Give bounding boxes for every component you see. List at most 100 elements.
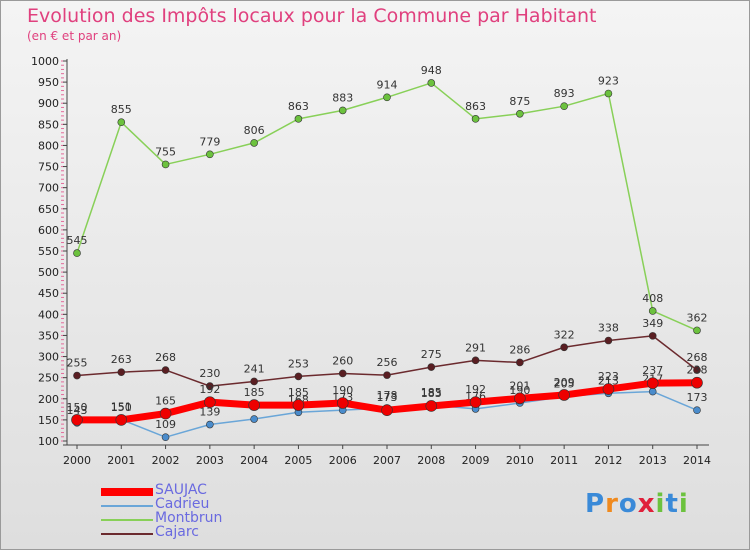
data-label-montbrun: 408 (642, 292, 663, 305)
data-label-saujac: 237 (642, 364, 663, 377)
logo-letter: i (655, 489, 666, 519)
x-tick-label: 2011 (550, 454, 578, 467)
y-tick-label: 250 (38, 372, 59, 385)
data-point-saujac (292, 399, 305, 411)
data-label-saujac: 238 (687, 364, 708, 377)
data-point-cajarc (693, 366, 701, 374)
data-point-montbrun (338, 106, 347, 115)
data-label-saujac: 173 (377, 391, 398, 404)
legend-item-cadrieu: Cadrieu (101, 496, 401, 513)
x-tick-label: 2006 (329, 454, 357, 467)
proxiti-logo: Proxiti (585, 489, 689, 519)
data-point-saujac (646, 377, 659, 389)
data-label-saujac: 192 (465, 383, 486, 396)
x-tick-label: 2012 (594, 454, 622, 467)
data-point-cadrieu (161, 433, 170, 442)
data-label-cajarc: 338 (598, 322, 619, 335)
x-tick-label: 2007 (373, 454, 401, 467)
data-label-saujac: 223 (598, 370, 619, 383)
data-label-cadrieu: 178 (377, 389, 398, 402)
logo-letter: r (605, 489, 619, 519)
data-label-cajarc: 241 (244, 362, 265, 375)
data-label-cajarc: 286 (509, 343, 530, 356)
data-label-cajarc: 275 (421, 348, 442, 361)
data-label-cajarc: 291 (465, 341, 486, 354)
data-point-montbrun (427, 79, 436, 87)
data-label-saujac: 185 (244, 386, 265, 399)
data-point-cajarc (560, 343, 568, 352)
data-label-cadrieu: 151 (111, 400, 132, 413)
data-point-cadrieu (250, 415, 258, 423)
y-tick-label: 550 (38, 245, 59, 258)
y-tick-label: 800 (38, 139, 59, 152)
data-label-cadrieu: 185 (421, 386, 442, 399)
legend-label: Cadrieu (155, 496, 210, 512)
data-label-saujac: 150 (111, 401, 132, 414)
chart-title: Evolution des Impôts locaux pour la Comm… (27, 5, 597, 27)
data-point-montbrun (206, 150, 214, 159)
y-tick-label: 100 (38, 435, 59, 448)
data-label-cadrieu: 139 (199, 406, 220, 419)
x-tick-label: 2014 (683, 454, 711, 467)
data-point-saujac (159, 407, 172, 420)
data-point-montbrun (648, 307, 657, 315)
data-label-cajarc: 268 (155, 351, 176, 364)
data-point-saujac (115, 414, 128, 426)
data-point-montbrun (471, 115, 480, 123)
data-point-saujac (336, 397, 349, 409)
y-tick-label: 450 (38, 287, 59, 300)
data-label-cajarc: 256 (377, 356, 398, 369)
data-label-cajarc: 322 (554, 328, 575, 341)
data-label-cadrieu: 213 (598, 374, 619, 387)
y-tick-label: 350 (38, 329, 59, 342)
data-label-cajarc: 260 (332, 354, 353, 367)
data-point-saujac (204, 396, 216, 408)
data-label-montbrun: 875 (509, 95, 530, 108)
legend-swatch (101, 519, 153, 521)
data-label-cajarc: 253 (288, 357, 309, 370)
legend-swatch (101, 533, 153, 535)
data-point-cajarc (648, 332, 657, 340)
chart-subtitle: (en € et par an) (27, 29, 122, 43)
x-tick-label: 2003 (196, 454, 224, 467)
data-label-montbrun: 863 (465, 100, 486, 113)
legend-label: Montbrun (155, 510, 223, 526)
y-tick-label: 850 (38, 118, 59, 131)
data-point-cajarc (427, 363, 436, 371)
data-label-montbrun: 779 (199, 135, 220, 148)
data-label-cadrieu: 205 (554, 378, 575, 391)
data-point-montbrun (693, 326, 701, 335)
y-tick-label: 400 (38, 308, 59, 321)
data-label-saujac: 183 (421, 387, 442, 400)
data-point-cajarc (516, 358, 524, 367)
data-point-cajarc (383, 371, 391, 379)
logo-letter: P (585, 489, 606, 519)
data-label-cajarc: 230 (199, 367, 220, 380)
data-label-cajarc: 268 (687, 351, 708, 364)
data-point-cajarc (471, 356, 480, 365)
data-point-cajarc (338, 369, 347, 378)
data-point-cadrieu (693, 406, 701, 414)
data-label-cajarc: 349 (642, 317, 663, 330)
y-tick-label: 300 (38, 351, 59, 364)
data-point-cadrieu (206, 420, 214, 429)
data-label-montbrun: 362 (687, 311, 708, 324)
data-label-saujac: 201 (509, 379, 530, 392)
data-label-saujac: 190 (332, 384, 353, 397)
data-label-saujac: 209 (554, 376, 575, 389)
legend-item-montbrun: Montbrun (101, 510, 401, 527)
data-point-saujac (425, 400, 438, 412)
y-tick-label: 150 (38, 414, 59, 427)
data-point-cajarc (294, 372, 303, 381)
y-tick-label: 750 (38, 161, 59, 174)
data-label-saujac: 192 (199, 383, 220, 396)
x-tick-label: 2002 (152, 454, 180, 467)
data-label-cajarc: 255 (67, 357, 88, 370)
data-label-montbrun: 893 (554, 87, 575, 100)
data-label-montbrun: 545 (67, 234, 88, 247)
data-point-montbrun (516, 109, 524, 118)
data-point-saujac (558, 389, 570, 401)
logo-letter: i (678, 489, 689, 519)
